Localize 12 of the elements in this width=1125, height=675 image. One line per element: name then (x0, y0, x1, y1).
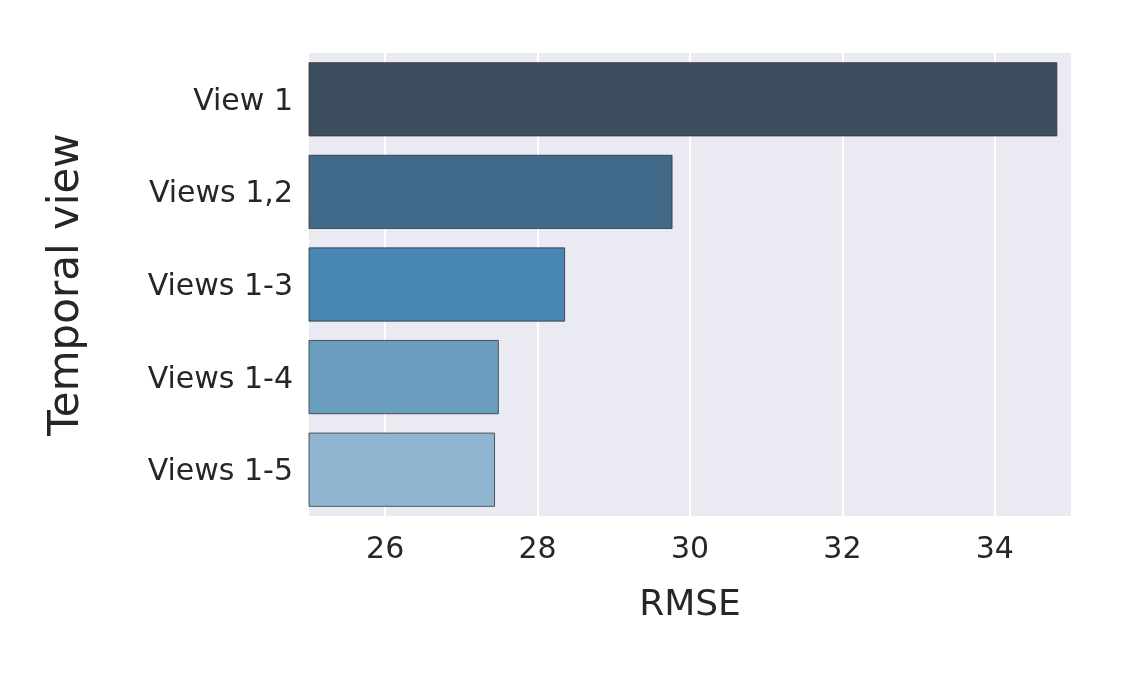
x-tick-label: 26 (366, 529, 405, 565)
x-tick-label: 34 (975, 529, 1014, 565)
x-axis-title: RMSE (639, 581, 741, 623)
y-tick-label: Views 1-3 (147, 267, 293, 302)
y-tick-label: Views 1,2 (148, 174, 293, 210)
x-tick-label: 30 (670, 529, 710, 565)
y-tick-label: View 1 (193, 81, 293, 117)
y-tick-label: Views 1-4 (147, 359, 293, 395)
x-tick-label: 32 (823, 529, 862, 565)
x-tick-label: 28 (518, 529, 557, 565)
y-axis-title: Temporal view (38, 133, 88, 437)
y-tick-label: Views 1-5 (147, 452, 293, 488)
